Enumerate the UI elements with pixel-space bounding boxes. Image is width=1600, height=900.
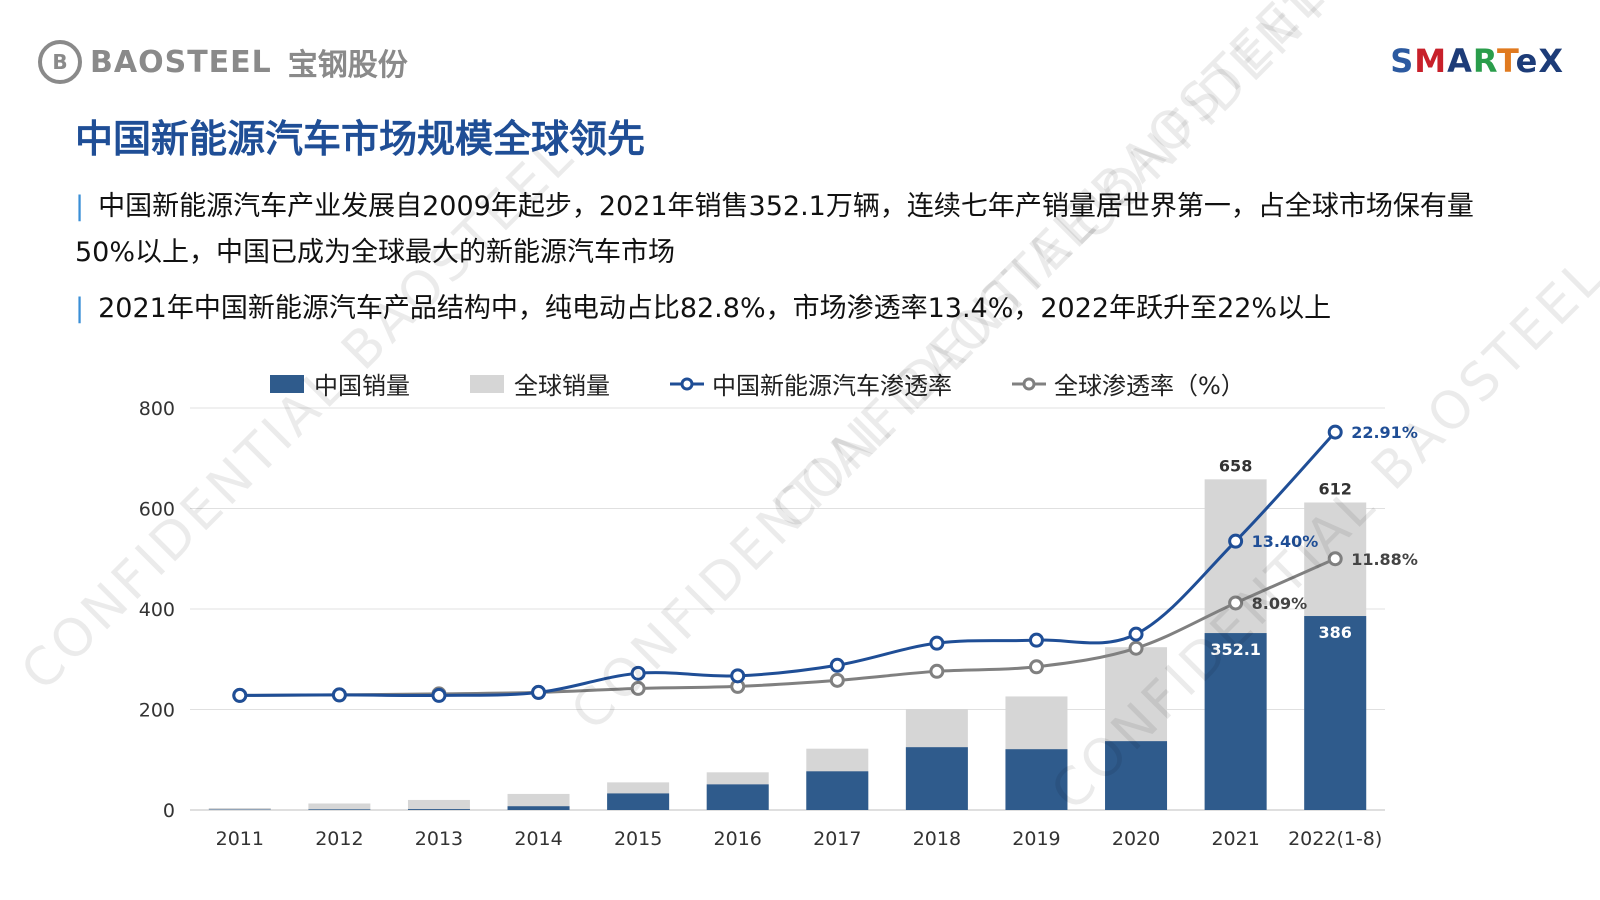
y-tick-label: 200: [139, 700, 175, 722]
bar-china-sales: [308, 809, 371, 810]
bullet-1-text: 中国新能源汽车产业发展自2009年起步，2021年销售352.1万辆，连续七年产…: [75, 191, 1474, 268]
x-tick-label: 2015: [614, 828, 662, 850]
bar-china-sales: [905, 747, 968, 810]
china-penetration-point: [730, 668, 746, 684]
china-penetration-point: [1327, 424, 1343, 440]
china-penetration-point: [630, 665, 646, 681]
bar-china-sales: [1204, 633, 1267, 810]
x-tick-label: 2013: [415, 828, 463, 850]
bar-global-sales: [407, 799, 470, 810]
y-tick-label: 400: [139, 599, 175, 621]
x-tick-label: 2021: [1211, 828, 1259, 850]
global-penetration-swatch: [1012, 377, 1046, 390]
bullet-marker: |: [75, 191, 85, 222]
legend-global-penetration: 全球渗透率（%）: [1012, 366, 1245, 401]
page-title: 中国新能源汽车市场规模全球领先: [75, 117, 646, 161]
legend-china-sales: 中国销量: [270, 366, 410, 401]
global-penetration-point: [1128, 640, 1144, 656]
x-tick-label: 2019: [1012, 828, 1060, 850]
global-penetration-point: [829, 672, 845, 688]
point-label: 22.91%: [1351, 423, 1418, 442]
china-penetration-point: [431, 687, 447, 703]
china-penetration-line: [239, 431, 1337, 698]
bar-global-sales: [208, 807, 271, 810]
legend-china-penetration-label: 中国新能源汽车渗透率: [712, 372, 952, 400]
bullet-1: | 中国新能源汽车产业发展自2009年起步，2021年销售352.1万辆，连续七年…: [75, 184, 1515, 276]
global-penetration-point: [1327, 551, 1343, 567]
bar-china-sales: [407, 809, 470, 810]
bar-global-sales: [308, 803, 371, 810]
bar-china-sales: [607, 793, 670, 810]
bar-china-sales: [1304, 616, 1367, 810]
bar-china-sales: [706, 784, 769, 810]
china-penetration-point: [331, 687, 347, 703]
baosteel-emblem-icon: B: [38, 40, 82, 84]
global-penetration-point: [1028, 659, 1044, 675]
brand-left-cn-text: 宝钢股份: [287, 48, 408, 83]
legend-global-penetration-label: 全球渗透率（%）: [1054, 372, 1245, 400]
china-penetration-point: [929, 635, 945, 651]
china-penetration-point: [232, 687, 248, 703]
x-tick-label: 2011: [216, 828, 264, 850]
chart-legend: 中国销量 全球销量 中国新能源汽车渗透率 全球渗透率（%）: [270, 366, 1305, 401]
bar-china-sales: [1005, 749, 1068, 810]
legend-global-sales: 全球销量: [470, 366, 610, 401]
bullet-2-text: 2021年中国新能源汽车产品结构中，纯电动占比82.8%，市场渗透率13.4%，…: [98, 293, 1332, 324]
point-label: 11.88%: [1351, 550, 1418, 569]
x-tick-label: 2018: [913, 828, 961, 850]
bar-china-sales: [806, 771, 869, 810]
legend-global-sales-label: 全球销量: [514, 372, 610, 400]
china-sales-swatch: [270, 374, 304, 393]
bar-china-sales: [1105, 741, 1168, 810]
bar-label-global: 658: [1219, 456, 1252, 475]
legend-china-sales-label: 中国销量: [314, 372, 410, 400]
x-tick-label: 2022(1-8): [1288, 828, 1382, 850]
china-penetration-point: [1128, 626, 1144, 642]
smartex-logo: SMARTeX: [1390, 42, 1564, 80]
global-penetration-line: [239, 557, 1336, 697]
china-penetration-point: [1028, 632, 1044, 648]
y-tick-label: 800: [139, 398, 175, 420]
bar-global-sales: [507, 793, 570, 810]
baosteel-logo: B BAOSTEEL 宝钢股份: [38, 40, 408, 84]
x-tick-label: 2016: [714, 828, 762, 850]
point-label: 8.09%: [1252, 594, 1308, 613]
y-tick-label: 0: [163, 800, 175, 822]
x-tick-label: 2014: [514, 828, 562, 850]
bar-label-china: 386: [1319, 623, 1352, 642]
bar-label-china: 352.1: [1210, 640, 1261, 659]
global-penetration-point: [1228, 595, 1244, 611]
bullet-2: | 2021年中国新能源汽车产品结构中，纯电动占比82.8%，市场渗透率13.4%…: [75, 286, 1515, 332]
point-label: 13.40%: [1252, 532, 1319, 551]
brand-left-text: BAOSTEEL: [90, 44, 272, 80]
china-penetration-point: [1228, 533, 1244, 549]
legend-china-penetration: 中国新能源汽车渗透率: [670, 366, 952, 401]
china-penetration-point: [531, 684, 547, 700]
y-tick-label: 600: [139, 499, 175, 521]
global-penetration-point: [929, 663, 945, 679]
x-tick-label: 2020: [1112, 828, 1160, 850]
x-tick-label: 2012: [315, 828, 363, 850]
bar-china-sales: [507, 806, 570, 810]
china-penetration-swatch: [670, 377, 704, 390]
global-penetration-point: [630, 680, 646, 696]
x-tick-label: 2017: [813, 828, 861, 850]
china-penetration-point: [829, 657, 845, 673]
bar-label-global: 612: [1319, 479, 1352, 498]
bullet-marker: |: [75, 293, 85, 324]
global-sales-swatch: [470, 374, 504, 393]
